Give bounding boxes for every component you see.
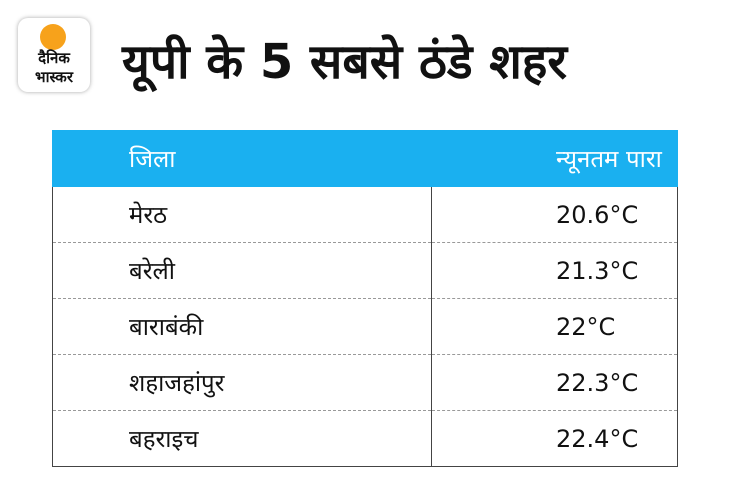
table-cell: बहराइच xyxy=(52,410,432,467)
table-row: शहाजहांपुर 22.3°C xyxy=(52,354,678,411)
table-cell: 22.3°C xyxy=(431,354,678,411)
table-cell: मेरठ xyxy=(52,186,432,243)
table-row: बहराइच 22.4°C xyxy=(52,410,678,467)
table-cell: 21.3°C xyxy=(431,242,678,299)
table-cell: 20.6°C xyxy=(431,186,678,243)
table-cell: 22.4°C xyxy=(431,410,678,467)
table-cell: बाराबंकी xyxy=(52,298,432,355)
column-header: जिला xyxy=(52,130,432,187)
logo-text: भास्कर xyxy=(35,68,73,86)
logo-text: दैनिक xyxy=(38,49,70,67)
column-header: न्यूनतम पारा xyxy=(431,130,678,187)
header-row: जिला न्यूनतम पारा xyxy=(52,130,678,187)
logo: दैनिक भास्कर xyxy=(18,18,90,92)
table-row: बरेली 21.3°C xyxy=(52,242,678,299)
logo-sun xyxy=(40,24,66,50)
title: यूपी के 5 सबसे ठंडे शहर xyxy=(122,34,567,90)
table-cell: बरेली xyxy=(52,242,432,299)
table-cell: 22°C xyxy=(431,298,678,355)
table-cell: शहाजहांपुर xyxy=(52,354,432,411)
table-row: मेरठ 20.6°C xyxy=(52,186,678,243)
table-body: मेरठ 20.6°C बरेली 21.3°C बाराबंकी 22°C शहाजहां… xyxy=(52,186,678,467)
table: जिला न्यूनतम पारा मेरठ 20.6°C बरेली 21.3°C बा… xyxy=(52,130,678,467)
table-row: बाराबंकी 22°C xyxy=(52,298,678,355)
